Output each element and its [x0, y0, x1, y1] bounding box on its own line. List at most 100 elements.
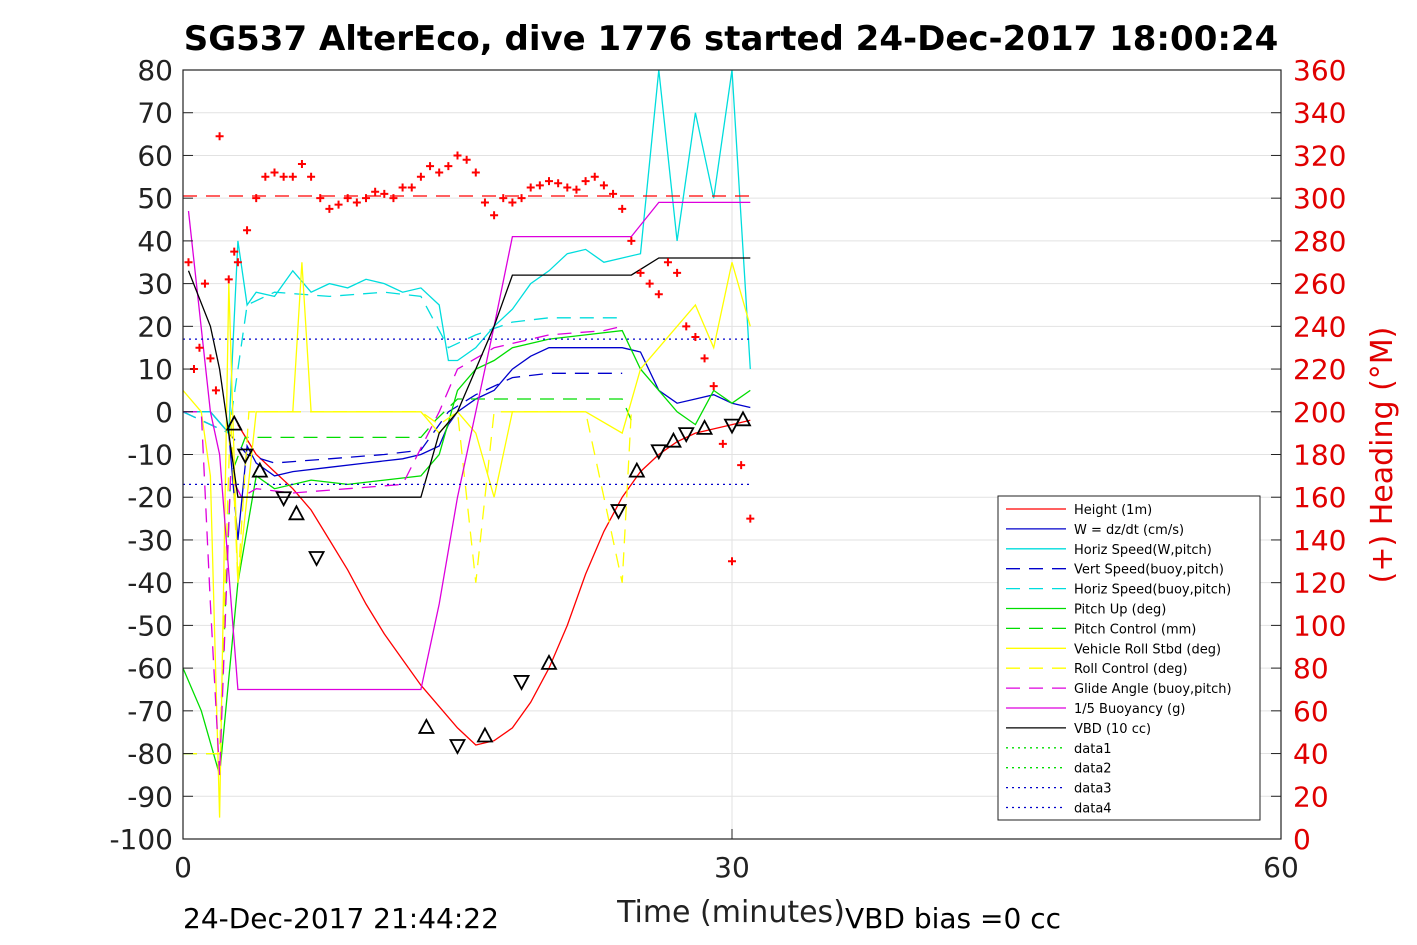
legend-entry: Vert Speed(buoy,pitch)	[1074, 563, 1224, 578]
y2-tick-label: 180	[1293, 439, 1346, 472]
heading-point	[444, 162, 453, 171]
dive-marker	[628, 461, 646, 478]
series-line	[183, 372, 623, 464]
y2-tick-label: 320	[1293, 139, 1346, 172]
x-axis-label: Time (minutes)	[616, 895, 845, 930]
heading-point	[297, 159, 306, 168]
heading-point	[195, 343, 204, 352]
heading-point	[618, 204, 627, 213]
heading-point	[535, 181, 544, 190]
heading-point	[554, 179, 563, 188]
y2-tick-label: 160	[1293, 481, 1346, 514]
heading-point	[230, 247, 239, 256]
heading-point	[627, 236, 636, 245]
legend-entry: Height (1m)	[1074, 503, 1152, 518]
heading-point	[426, 162, 435, 171]
heading-point	[563, 183, 572, 192]
heading-point	[407, 183, 416, 192]
heading-point	[508, 198, 517, 207]
legend-entry: Roll Control (deg)	[1074, 662, 1188, 677]
y2-tick-label: 340	[1293, 97, 1346, 130]
y-tick-label: 30	[137, 268, 173, 301]
series-line	[183, 329, 751, 776]
y2-tick-label: 60	[1293, 695, 1329, 728]
legend-entry: Pitch Up (deg)	[1074, 603, 1166, 618]
legend-entry: data2	[1074, 762, 1112, 777]
y-tick-label: -100	[109, 823, 173, 856]
heading-point	[200, 279, 209, 288]
heading-point	[728, 557, 736, 566]
heading-point	[654, 290, 663, 299]
y-tick-label: -60	[127, 652, 173, 685]
heading-point	[288, 172, 297, 181]
y-tick-label: 50	[137, 182, 173, 215]
y-tick-label: 80	[137, 54, 173, 87]
heading-point	[737, 461, 746, 470]
bottom-axis: 0 30 60	[174, 829, 1299, 884]
heading-point	[471, 168, 480, 177]
heading-point	[581, 177, 590, 186]
heading-point	[184, 258, 193, 267]
heading-point	[636, 268, 645, 277]
series-line	[237, 419, 751, 746]
series-line	[187, 201, 751, 691]
heading-point	[206, 354, 215, 363]
heading-point	[572, 185, 581, 194]
heading-point	[270, 168, 279, 177]
dive-marker	[734, 410, 752, 427]
heading-point	[435, 168, 444, 177]
dive-marker	[251, 461, 269, 478]
y2-tick-label: 300	[1293, 182, 1346, 215]
series-layer	[183, 70, 751, 818]
dive-markers	[225, 410, 752, 755]
heading-point	[224, 275, 233, 284]
left-axis: 80 70 60 50 40 30 20 10 0 -10 -20 -30 -40 -50 -60 -70 -8…	[109, 54, 193, 856]
dive-marker	[650, 444, 668, 461]
footer-vbd-bias: VBD bias =0 cc	[845, 902, 1061, 935]
heading-point	[663, 258, 672, 267]
dive-marker	[287, 504, 305, 521]
legend: Height (1m) W = dz/dt (cm/s) Horiz Speed(W…	[997, 495, 1261, 821]
y-tick-label: -80	[127, 738, 173, 771]
dive-marker	[540, 653, 558, 670]
y-tick-label: 0	[155, 396, 173, 429]
y-tick-label: -10	[127, 439, 173, 472]
footer-timestamp: 24-Dec-2017 21:44:22	[183, 902, 499, 935]
right-axis: 3603403203002802602402202001801601401201…	[1271, 54, 1346, 856]
series-line	[183, 325, 623, 775]
dive-marker	[236, 448, 254, 465]
dive-marker	[696, 418, 714, 435]
y-tick-label: -40	[127, 567, 173, 600]
y2-tick-label: 120	[1293, 567, 1346, 600]
heading-point	[343, 194, 352, 203]
heading-point	[352, 198, 361, 207]
series-line	[183, 347, 751, 540]
heading-point	[334, 200, 343, 209]
y2-tick-label: 80	[1293, 652, 1329, 685]
heading-point	[709, 382, 718, 391]
x-tick-label: 30	[714, 851, 750, 884]
legend-entry: Horiz Speed(buoy,pitch)	[1074, 583, 1231, 598]
dive-marker	[513, 675, 531, 691]
heading-point	[211, 386, 220, 395]
heading-point	[279, 172, 288, 181]
legend-entry: data3	[1074, 782, 1112, 797]
legend-entry: data4	[1074, 802, 1112, 817]
heading-point	[700, 354, 709, 363]
dive-marker	[308, 551, 326, 567]
heading-point	[362, 194, 370, 203]
series-line	[183, 398, 632, 755]
legend-entry: Glide Angle (buoy,pitch)	[1074, 682, 1232, 697]
y2-tick-label: 40	[1293, 738, 1329, 771]
y2-tick-label: 260	[1293, 268, 1346, 301]
heading-point	[316, 194, 325, 203]
y-tick-label: 20	[137, 310, 173, 343]
dive-marker	[476, 726, 494, 743]
y2-tick-label: 220	[1293, 353, 1346, 386]
heading-point	[462, 155, 471, 164]
heading-point	[499, 194, 508, 203]
dive-marker	[664, 431, 682, 448]
y-tick-label: 10	[137, 353, 173, 386]
legend-entry: W = dz/dt (cm/s)	[1074, 523, 1184, 538]
